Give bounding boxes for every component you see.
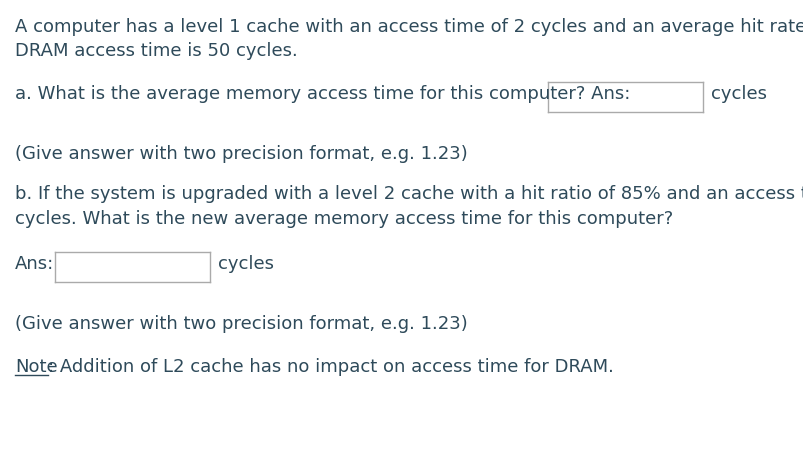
Text: Note: Note (15, 358, 58, 376)
Text: Ans:: Ans: (15, 255, 54, 273)
Text: cycles: cycles (710, 85, 766, 103)
Text: cycles: cycles (218, 255, 274, 273)
Text: (Give answer with two precision format, e.g. 1.23): (Give answer with two precision format, … (15, 315, 467, 333)
Text: DRAM access time is 50 cycles.: DRAM access time is 50 cycles. (15, 42, 297, 60)
Text: : Addition of L2 cache has no impact on access time for DRAM.: : Addition of L2 cache has no impact on … (48, 358, 613, 376)
Text: A computer has a level 1 cache with an access time of 2 cycles and an average hi: A computer has a level 1 cache with an a… (15, 18, 803, 36)
Text: (Give answer with two precision format, e.g. 1.23): (Give answer with two precision format, … (15, 145, 467, 163)
Text: cycles. What is the new average memory access time for this computer?: cycles. What is the new average memory a… (15, 210, 672, 228)
Text: a. What is the average memory access time for this computer? Ans:: a. What is the average memory access tim… (15, 85, 630, 103)
Text: b. If the system is upgraded with a level 2 cache with a hit ratio of 85% and an: b. If the system is upgraded with a leve… (15, 185, 803, 203)
